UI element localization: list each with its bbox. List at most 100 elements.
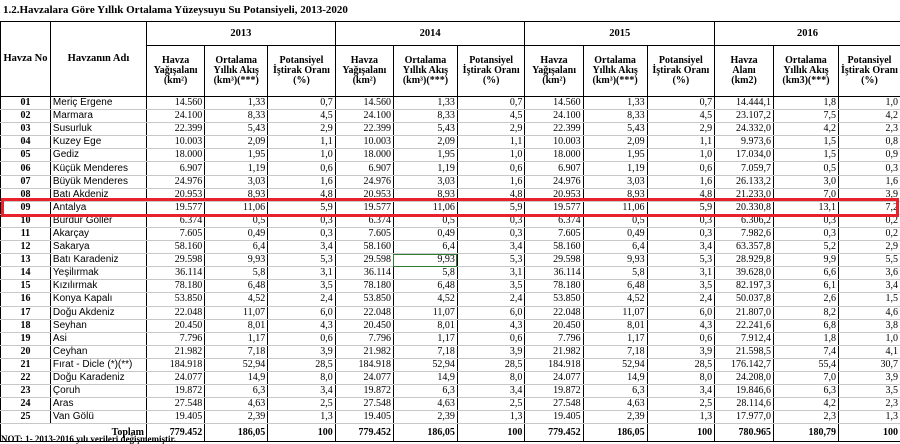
value-cell[interactable]: 2,9	[457, 123, 525, 136]
value-cell[interactable]: 82.197,3	[715, 280, 774, 293]
value-cell[interactable]: 1,3	[838, 411, 900, 424]
value-cell[interactable]: 0,5	[773, 162, 838, 175]
value-cell[interactable]: 18.000	[525, 149, 583, 162]
value-cell[interactable]: 7,18	[583, 345, 647, 358]
value-cell[interactable]: 2,3	[838, 398, 900, 411]
value-cell[interactable]: 6,48	[583, 280, 647, 293]
value-cell[interactable]: 5,5	[838, 254, 900, 267]
value-cell[interactable]: 1,3	[457, 411, 525, 424]
value-cell[interactable]: 10.003	[146, 136, 204, 149]
value-cell[interactable]: 5,3	[268, 254, 336, 267]
value-cell[interactable]: 0,3	[838, 162, 900, 175]
value-cell[interactable]: 7.796	[525, 332, 583, 345]
value-cell[interactable]: 4,5	[457, 110, 525, 123]
value-cell[interactable]: 3,5	[647, 280, 715, 293]
value-cell[interactable]: 1,95	[205, 149, 268, 162]
value-cell[interactable]: 0,2	[838, 227, 900, 240]
value-cell[interactable]: 2,09	[205, 136, 268, 149]
total-value-cell[interactable]: 186,05	[205, 424, 268, 442]
value-cell[interactable]: 1,1	[457, 136, 525, 149]
value-cell[interactable]: 2,39	[205, 411, 268, 424]
havza-no-cell[interactable]: 24	[1, 398, 51, 411]
value-cell[interactable]: 1,95	[393, 149, 457, 162]
value-cell[interactable]: 5,8	[393, 267, 457, 280]
value-cell[interactable]: 1,0	[838, 97, 900, 110]
value-cell[interactable]: 17.977,0	[715, 411, 774, 424]
value-cell[interactable]: 11,07	[205, 306, 268, 319]
value-cell[interactable]: 2,5	[647, 398, 715, 411]
havza-name-cell[interactable]: Susurluk	[50, 123, 146, 136]
value-cell[interactable]: 3,4	[838, 280, 900, 293]
value-cell[interactable]: 8,0	[457, 371, 525, 384]
value-cell[interactable]: 1,5	[773, 149, 838, 162]
havza-no-cell[interactable]: 21	[1, 358, 51, 371]
value-cell[interactable]: 3,6	[838, 267, 900, 280]
havza-no-cell[interactable]: 19	[1, 332, 51, 345]
value-cell[interactable]: 52,94	[583, 358, 647, 371]
value-cell[interactable]: 36.114	[146, 267, 204, 280]
havza-name-cell[interactable]: Meriç Ergene	[50, 97, 146, 110]
value-cell[interactable]: 4,3	[268, 319, 336, 332]
value-cell[interactable]: 3,9	[838, 371, 900, 384]
total-value-cell[interactable]: 779.452	[335, 424, 393, 442]
havza-name-cell[interactable]: Doğu Akdeniz	[50, 306, 146, 319]
value-cell[interactable]: 5,8	[583, 267, 647, 280]
havza-name-cell[interactable]: Van Gölü	[50, 411, 146, 424]
value-cell[interactable]: 3,4	[647, 385, 715, 398]
havza-no-cell[interactable]: 20	[1, 345, 51, 358]
value-cell[interactable]: 0,6	[647, 332, 715, 345]
havza-no-cell[interactable]: 05	[1, 149, 51, 162]
value-cell[interactable]: 0,3	[457, 227, 525, 240]
total-value-cell[interactable]: 100	[457, 424, 525, 442]
value-cell[interactable]: 0,9	[838, 149, 900, 162]
value-cell[interactable]: 2,6	[773, 293, 838, 306]
value-cell[interactable]: 0,49	[205, 227, 268, 240]
value-cell[interactable]: 4,6	[838, 306, 900, 319]
value-cell[interactable]: 7,18	[393, 345, 457, 358]
value-cell[interactable]: 6,0	[268, 306, 336, 319]
value-cell[interactable]: 8,0	[268, 371, 336, 384]
value-cell[interactable]: 2,4	[268, 293, 336, 306]
value-cell[interactable]: 24.077	[146, 371, 204, 384]
total-value-cell[interactable]: 186,05	[393, 424, 457, 442]
value-cell[interactable]: 7,5	[773, 110, 838, 123]
havza-name-cell[interactable]: Marmara	[50, 110, 146, 123]
value-cell[interactable]: 3,4	[457, 385, 525, 398]
value-cell[interactable]: 6,0	[457, 306, 525, 319]
value-cell[interactable]: 1,33	[393, 97, 457, 110]
value-cell[interactable]: 3,1	[457, 267, 525, 280]
value-cell[interactable]: 1,19	[583, 162, 647, 175]
value-cell[interactable]: 21.982	[525, 345, 583, 358]
value-cell[interactable]: 6,3	[393, 385, 457, 398]
value-cell[interactable]: 21.807,0	[715, 306, 774, 319]
havza-no-cell[interactable]: 07	[1, 175, 51, 188]
value-cell[interactable]: 4,52	[393, 293, 457, 306]
total-value-cell[interactable]: 780.965	[715, 424, 774, 442]
value-cell[interactable]: 29.598	[525, 254, 583, 267]
havza-name-cell[interactable]: Fırat - Dicle (*)(**)	[50, 358, 146, 371]
value-cell[interactable]: 58.160	[335, 241, 393, 254]
value-cell[interactable]: 3,03	[205, 175, 268, 188]
value-cell[interactable]: 4,3	[647, 319, 715, 332]
value-cell[interactable]: 28,5	[647, 358, 715, 371]
value-cell[interactable]: 18.000	[335, 149, 393, 162]
value-cell[interactable]: 19.405	[335, 411, 393, 424]
value-cell[interactable]: 4,2	[773, 398, 838, 411]
value-cell[interactable]: 6,3	[583, 385, 647, 398]
total-value-cell[interactable]: 186,05	[583, 424, 647, 442]
value-cell[interactable]: 19.405	[525, 411, 583, 424]
value-cell[interactable]: 7,4	[773, 345, 838, 358]
value-cell[interactable]: 20.450	[525, 319, 583, 332]
value-cell[interactable]: 6.907	[335, 162, 393, 175]
value-cell[interactable]: 20.450	[335, 319, 393, 332]
havza-name-cell[interactable]: Batı Karadeniz	[50, 254, 146, 267]
value-cell[interactable]: 2,3	[838, 123, 900, 136]
value-cell[interactable]: 28.929,8	[715, 254, 774, 267]
value-cell[interactable]: 2,5	[457, 398, 525, 411]
value-cell[interactable]: 1,5	[773, 136, 838, 149]
value-cell[interactable]: 22.048	[525, 306, 583, 319]
value-cell[interactable]: 3,9	[647, 345, 715, 358]
value-cell[interactable]: 7.796	[146, 332, 204, 345]
value-cell[interactable]: 6,48	[205, 280, 268, 293]
value-cell[interactable]: 2,39	[393, 411, 457, 424]
